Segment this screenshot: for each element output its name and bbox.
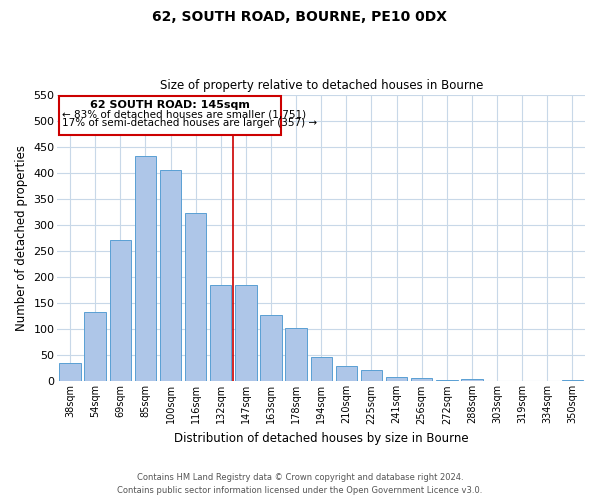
Bar [135,156,156,382]
Bar [210,286,232,382]
Bar [160,170,181,382]
Text: 62 SOUTH ROAD: 145sqm: 62 SOUTH ROAD: 145sqm [90,100,250,110]
Bar [286,328,307,382]
Bar [487,381,508,382]
Bar [185,213,206,382]
Bar [311,358,332,382]
Text: ← 83% of detached houses are smaller (1,751): ← 83% of detached houses are smaller (1,… [62,109,307,119]
Bar [260,314,281,382]
Bar [461,380,482,382]
Text: Contains HM Land Registry data © Crown copyright and database right 2024.
Contai: Contains HM Land Registry data © Crown c… [118,474,482,495]
Bar [59,363,80,382]
Bar [436,380,458,382]
Bar [536,381,558,382]
X-axis label: Distribution of detached houses by size in Bourne: Distribution of detached houses by size … [174,432,469,445]
Title: Size of property relative to detached houses in Bourne: Size of property relative to detached ho… [160,79,483,92]
Text: 62, SOUTH ROAD, BOURNE, PE10 0DX: 62, SOUTH ROAD, BOURNE, PE10 0DX [152,10,448,24]
Bar [512,381,533,382]
Bar [361,370,382,382]
Bar [110,240,131,382]
Bar [411,378,433,382]
Y-axis label: Number of detached properties: Number of detached properties [15,145,28,331]
Bar [85,312,106,382]
Bar [335,366,357,382]
Bar [562,380,583,382]
Bar [235,286,257,382]
Bar [386,377,407,382]
FancyBboxPatch shape [59,96,281,135]
Text: 17% of semi-detached houses are larger (357) →: 17% of semi-detached houses are larger (… [62,118,317,128]
